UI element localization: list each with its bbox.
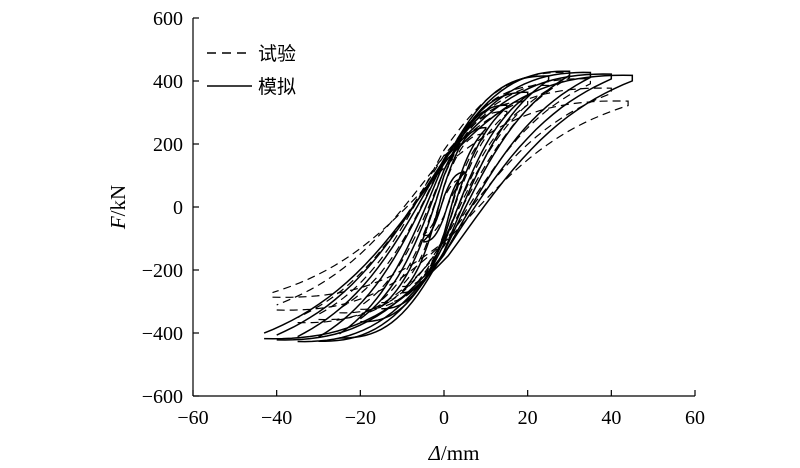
y-tick-label: −400 xyxy=(142,323,183,345)
test-loop-0 xyxy=(422,177,466,237)
sim-loop-4 xyxy=(338,75,550,339)
x-tick-label: 40 xyxy=(601,407,621,429)
y-axis-label-symbol: F xyxy=(106,216,130,230)
y-tick-label: 200 xyxy=(153,134,183,156)
test-loop-4 xyxy=(339,84,550,314)
sim-loop-2 xyxy=(380,104,508,310)
y-tick-label: 600 xyxy=(153,8,183,30)
legend: 试验 模拟 xyxy=(207,43,296,98)
test-loop-2 xyxy=(380,110,508,304)
x-tick-label: −60 xyxy=(177,407,208,429)
sim-loop-6 xyxy=(297,71,592,343)
y-tick-label: −200 xyxy=(142,260,183,282)
test-loop-3 xyxy=(359,101,529,310)
y-tick-label: 0 xyxy=(173,197,183,219)
legend-label-test: 试验 xyxy=(258,43,296,65)
test-loop-6 xyxy=(297,78,591,324)
x-tick-label: 60 xyxy=(685,407,705,429)
y-axis-label-unit: /kN xyxy=(106,185,130,217)
y-tick-label: −600 xyxy=(142,386,183,408)
x-axis-label-symbol: Δ xyxy=(428,441,441,465)
x-tick-label: −20 xyxy=(345,407,376,429)
x-axis-label: Δ/mm xyxy=(428,441,480,465)
y-tick-label: 400 xyxy=(153,71,183,93)
x-axis-label-unit: /mm xyxy=(441,441,480,465)
curves-group xyxy=(263,70,634,343)
x-tick-label: 0 xyxy=(439,407,449,429)
y-axis-label: F/kN xyxy=(106,185,130,230)
legend-label-sim: 模拟 xyxy=(258,76,296,98)
sim-loop-7 xyxy=(276,73,613,341)
x-tick-label: −40 xyxy=(261,407,292,429)
sim-loop-8 xyxy=(263,74,634,340)
sim-loop-0 xyxy=(422,171,466,243)
x-tick-label: 20 xyxy=(518,407,538,429)
